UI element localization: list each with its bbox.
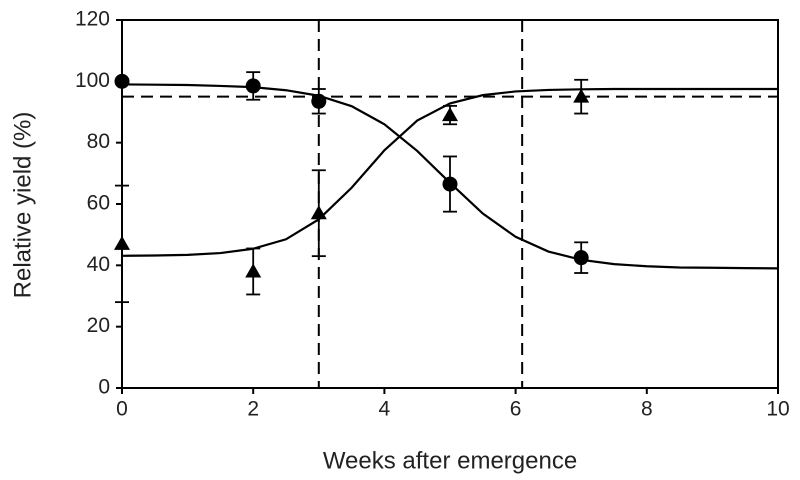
data-point xyxy=(573,88,590,103)
data-point xyxy=(442,107,458,122)
x-tick-label: 2 xyxy=(247,398,259,421)
data-point xyxy=(114,73,130,89)
y-tick-label: 20 xyxy=(87,314,110,337)
x-tick-label: 8 xyxy=(641,398,653,421)
data-point xyxy=(310,205,327,220)
y-tick-label: 120 xyxy=(75,8,110,31)
data-point xyxy=(442,176,458,192)
data-point xyxy=(573,250,589,266)
x-tick-label: 0 xyxy=(116,398,128,421)
data-point xyxy=(245,78,261,94)
data-point xyxy=(311,93,327,109)
y-tick-label: 100 xyxy=(75,69,110,92)
y-tick-label: 0 xyxy=(98,376,110,399)
y-axis-label: Relative yield (%) xyxy=(9,112,36,299)
x-tick-label: 4 xyxy=(379,398,391,421)
x-tick-label: 10 xyxy=(766,398,789,421)
y-tick-label: 40 xyxy=(87,253,110,276)
data-point xyxy=(245,263,262,278)
y-tick-label: 80 xyxy=(87,130,110,153)
fit-curve xyxy=(121,87,778,257)
x-tick-label: 6 xyxy=(510,398,522,421)
data-point xyxy=(114,235,130,250)
y-tick-label: 60 xyxy=(87,192,110,215)
x-axis-label: Weeks after emergence xyxy=(323,447,577,474)
